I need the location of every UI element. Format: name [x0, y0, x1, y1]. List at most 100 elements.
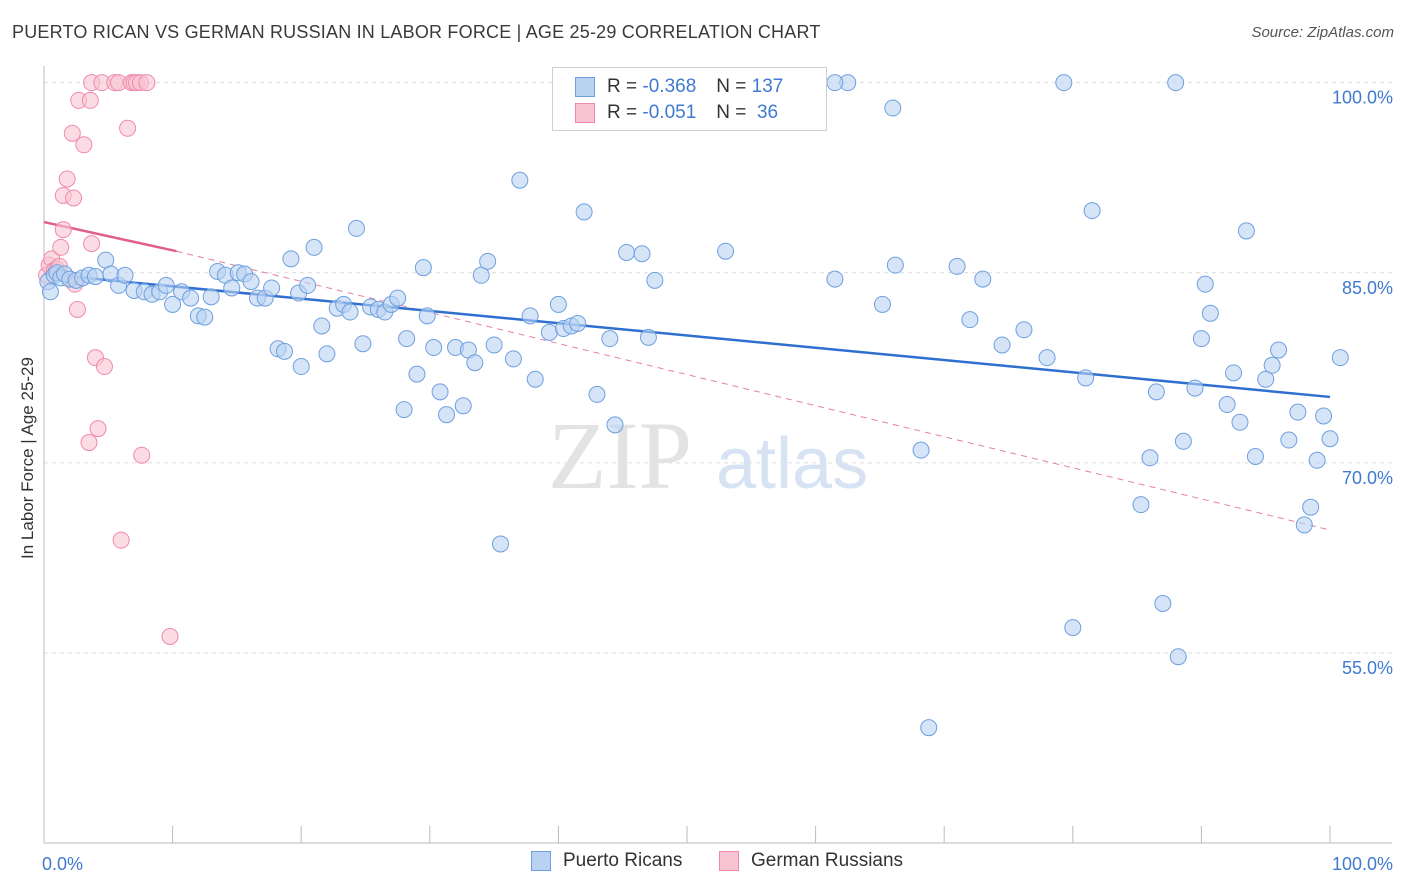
- puerto-ricans-point: [873, 295, 891, 313]
- german-russians-point: [52, 238, 70, 256]
- german-russians-point: [65, 189, 83, 207]
- puerto-ricans-point: [961, 311, 979, 329]
- german-russians-legend-swatch: [719, 851, 739, 871]
- puerto-ricans-point: [1169, 648, 1187, 666]
- puerto-ricans-point: [1289, 403, 1307, 421]
- puerto-ricans-point: [948, 257, 966, 275]
- puerto-ricans-point: [717, 242, 735, 260]
- puerto-ricans-point: [606, 416, 624, 434]
- puerto-ricans-point: [1015, 321, 1033, 339]
- german-russians-point: [161, 627, 179, 645]
- puerto-ricans-r-value: -0.368: [642, 76, 697, 97]
- puerto-ricans-point: [1064, 619, 1082, 637]
- bottom-legend-puerto-ricans[interactable]: Puerto Ricans: [531, 850, 682, 872]
- puerto-ricans-point: [993, 336, 1011, 354]
- r-label: R =: [607, 102, 638, 123]
- puerto-ricans-point: [1225, 364, 1243, 382]
- legend-row-german-russians: R = -0.051 N = 36: [575, 100, 778, 126]
- german-russians-point: [81, 91, 99, 109]
- puerto-ricans-point: [886, 256, 904, 274]
- puerto-ricans-point: [1263, 356, 1281, 374]
- german-russians-point: [75, 136, 93, 154]
- puerto-ricans-point: [414, 259, 432, 277]
- source-label: Source: ZipAtlas.com: [1251, 24, 1394, 41]
- puerto-ricans-point: [182, 289, 200, 307]
- puerto-ricans-point: [1141, 449, 1159, 467]
- puerto-ricans-point: [318, 345, 336, 363]
- german-russians-point: [54, 221, 72, 239]
- puerto-ricans-point: [920, 719, 938, 737]
- y-tick-label: 85.0%: [1342, 278, 1393, 298]
- puerto-ricans-point: [601, 330, 619, 348]
- watermark-atlas: atlas: [716, 424, 868, 504]
- puerto-ricans-point: [1154, 594, 1172, 612]
- puerto-ricans-point: [912, 441, 930, 459]
- puerto-ricans-point: [569, 314, 587, 332]
- german-russians-legend-label: German Russians: [751, 850, 904, 871]
- puerto-ricans-point: [472, 266, 490, 284]
- bottom-legend-german-russians[interactable]: German Russians: [719, 850, 903, 872]
- german-russians-point: [112, 531, 130, 549]
- puerto-ricans-point: [408, 365, 426, 383]
- puerto-ricans-point: [275, 342, 293, 360]
- puerto-ricans-point: [826, 270, 844, 288]
- y-axis-label: In Labor Force | Age 25-29: [18, 357, 37, 559]
- puerto-ricans-point: [431, 383, 449, 401]
- puerto-ricans-point: [521, 307, 539, 325]
- german-russians-r-value: -0.051: [642, 102, 697, 123]
- puerto-ricans-point: [826, 74, 844, 92]
- puerto-ricans-point: [1038, 349, 1056, 367]
- puerto-ricans-point: [1055, 74, 1073, 92]
- chart-title: PUERTO RICAN VS GERMAN RUSSIAN IN LABOR …: [12, 22, 821, 42]
- puerto-ricans-point: [479, 252, 497, 270]
- german-russians-point: [89, 420, 107, 438]
- x-tick-label: 100.0%: [1332, 854, 1393, 874]
- puerto-ricans-point: [398, 330, 416, 348]
- y-tick-label: 70.0%: [1342, 468, 1393, 488]
- puerto-ricans-point: [164, 295, 182, 313]
- puerto-ricans-point: [41, 283, 59, 301]
- puerto-ricans-point: [1308, 451, 1326, 469]
- legend-row-puerto-ricans: R = -0.368 N = 137: [575, 74, 783, 100]
- x-tick-label: 0.0%: [42, 854, 83, 874]
- german-russians-points: [38, 74, 179, 645]
- puerto-ricans-swatch: [575, 77, 595, 97]
- puerto-ricans-point: [116, 266, 134, 284]
- y-tick-label: 100.0%: [1332, 88, 1393, 108]
- gridlines: [44, 82, 1392, 654]
- puerto-ricans-point: [1280, 431, 1298, 449]
- puerto-ricans-point: [974, 270, 992, 288]
- puerto-ricans-point: [389, 289, 407, 307]
- puerto-ricans-point: [1132, 496, 1150, 514]
- puerto-ricans-point: [86, 268, 104, 286]
- puerto-ricans-point: [526, 370, 544, 388]
- puerto-ricans-point: [1174, 432, 1192, 450]
- puerto-ricans-point: [1218, 396, 1236, 414]
- puerto-ricans-point: [354, 335, 372, 353]
- puerto-ricans-point: [242, 273, 260, 291]
- puerto-ricans-point: [438, 406, 456, 424]
- puerto-ricans-point: [292, 358, 310, 376]
- german-russians-point: [63, 124, 81, 142]
- puerto-ricans-n-value: 137: [751, 76, 784, 97]
- german-russians-point: [138, 74, 156, 92]
- puerto-ricans-point: [1246, 448, 1264, 465]
- puerto-ricans-point: [347, 219, 365, 237]
- puerto-ricans-legend-swatch: [531, 851, 551, 871]
- puerto-ricans-point: [282, 250, 300, 268]
- puerto-ricans-point: [1083, 202, 1101, 220]
- german-russians-n-value: 36: [756, 102, 779, 123]
- german-russians-swatch: [575, 103, 595, 123]
- puerto-ricans-point: [202, 288, 220, 306]
- tick-labels: 100.0% 85.0% 70.0% 55.0% 0.0% 100.0%: [42, 88, 1393, 874]
- puerto-ricans-legend-label: Puerto Ricans: [563, 850, 683, 871]
- puerto-ricans-point: [341, 303, 359, 321]
- puerto-ricans-point: [1257, 370, 1275, 388]
- puerto-ricans-point: [1270, 341, 1288, 359]
- puerto-ricans-point: [1321, 430, 1339, 448]
- puerto-ricans-point: [157, 276, 175, 294]
- puerto-ricans-point: [1295, 516, 1313, 534]
- puerto-ricans-point: [1196, 275, 1214, 293]
- puerto-ricans-point: [549, 295, 567, 313]
- puerto-ricans-point: [1186, 379, 1204, 397]
